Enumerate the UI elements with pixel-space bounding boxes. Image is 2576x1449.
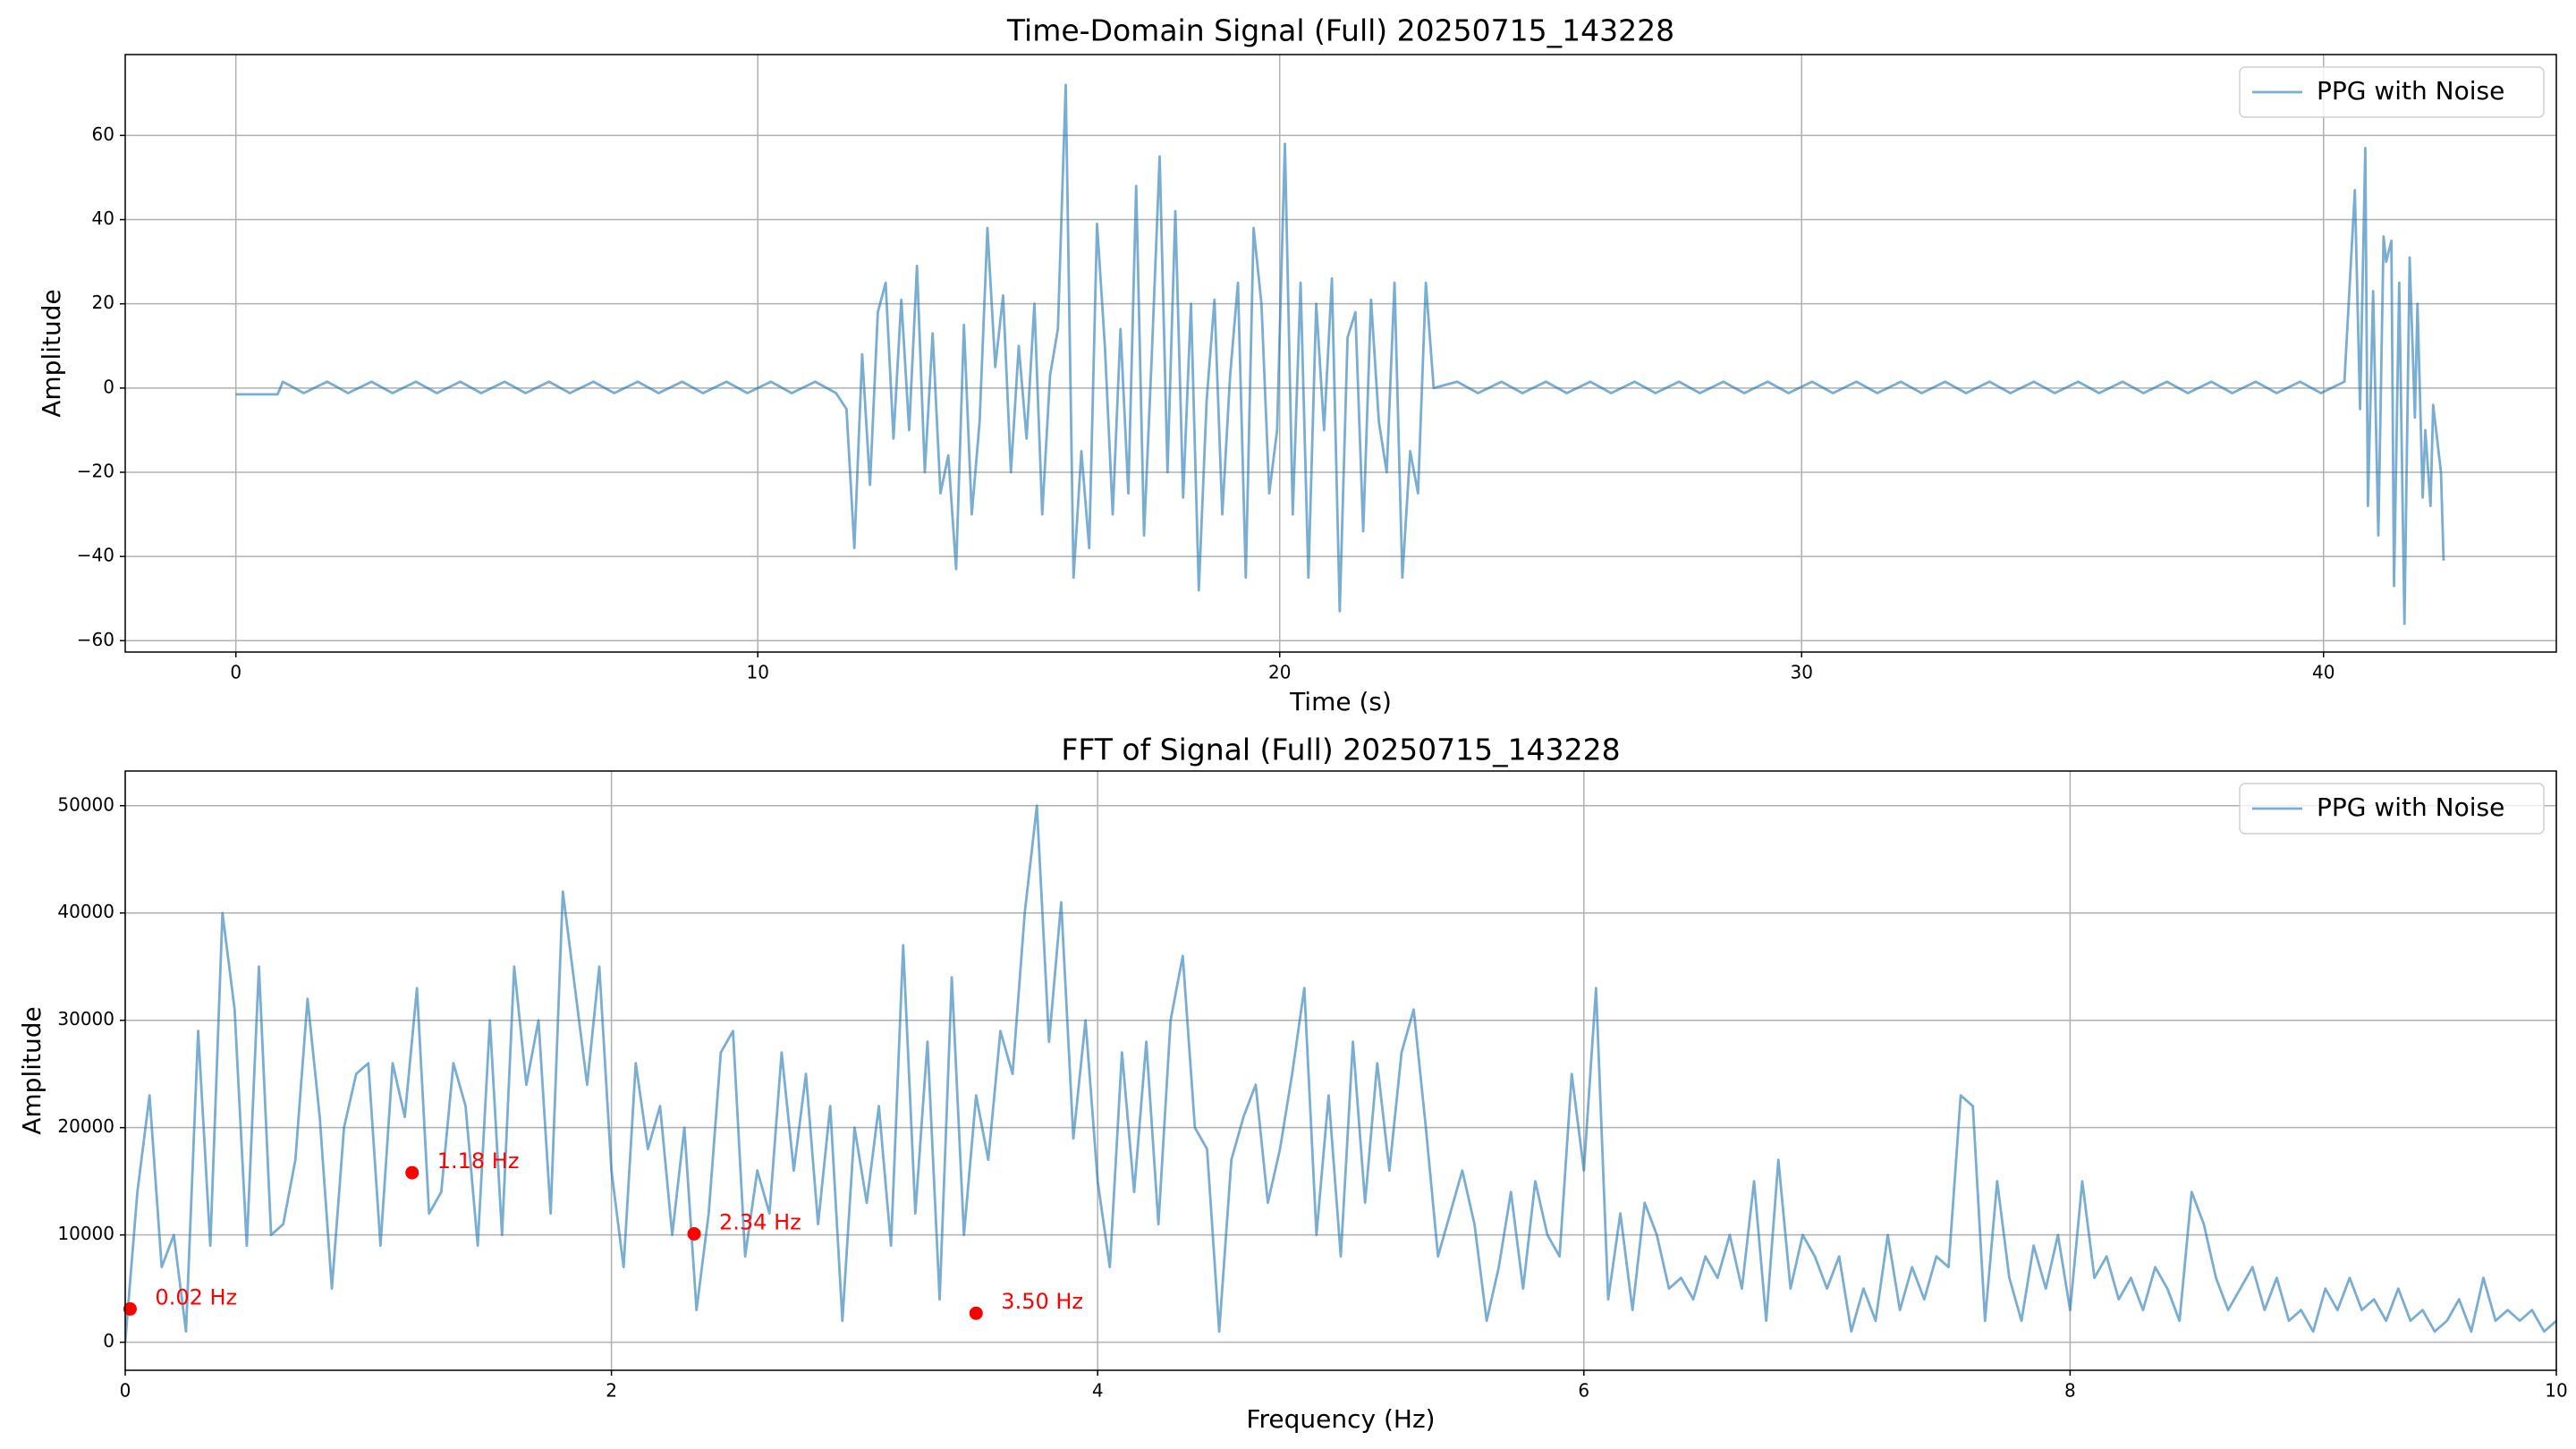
x-tick-label: 2 — [606, 1380, 617, 1402]
axes-frame — [124, 54, 2557, 653]
y-tick-label: 40000 — [57, 901, 114, 922]
peak-label: 0.02 Hz — [155, 1284, 237, 1309]
peak-marker — [969, 1306, 983, 1320]
peak-label: 3.50 Hz — [1001, 1289, 1083, 1314]
subplot: Time-Domain Signal (Full) 20250715_14322… — [37, 13, 2557, 716]
y-tick-label: 20000 — [57, 1115, 114, 1137]
legend-label: PPG with Noise — [2317, 792, 2504, 822]
y-tick-label: 20 — [92, 292, 114, 313]
y-axis-label: Amplitude — [37, 289, 66, 418]
y-tick-label: 40 — [92, 208, 114, 229]
y-tick-label: 0 — [103, 376, 114, 397]
x-tick-label: 10 — [746, 662, 768, 683]
peak-marker — [123, 1301, 137, 1316]
subplot: FFT of Signal (Full) 20250715_143228 Freq… — [17, 733, 2568, 1435]
y-axis-label: Amplitude — [17, 1006, 47, 1135]
peak-marker — [405, 1165, 419, 1180]
peak-marker — [687, 1226, 701, 1241]
peak-label: 1.18 Hz — [437, 1148, 520, 1174]
legend: PPG with Noise — [2239, 66, 2545, 118]
axes-frame — [124, 770, 2557, 1371]
x-tick-label: 0 — [120, 1380, 131, 1402]
chart-title: FFT of Signal (Full) 20250715_143228 — [1061, 733, 1620, 767]
x-tick-label: 40 — [2312, 662, 2334, 683]
chart-title: Time-Domain Signal (Full) 20250715_14322… — [1006, 13, 1674, 48]
x-tick-label: 0 — [230, 662, 242, 683]
x-tick-label: 4 — [1092, 1380, 1104, 1402]
y-tick-label: −60 — [77, 629, 114, 650]
y-tick-label: 50000 — [57, 793, 114, 815]
y-tick-label: 60 — [92, 123, 114, 145]
y-tick-label: 10000 — [57, 1223, 114, 1244]
x-tick-label: 30 — [1791, 662, 1813, 683]
x-tick-label: 10 — [2545, 1380, 2567, 1402]
legend-box — [2239, 783, 2545, 835]
x-axis-label: Frequency (Hz) — [1246, 1404, 1435, 1434]
peak-label: 2.34 Hz — [719, 1209, 801, 1234]
x-tick-label: 6 — [1578, 1380, 1589, 1402]
legend: PPG with Noise — [2239, 783, 2545, 835]
y-tick-label: 0 — [103, 1330, 114, 1352]
series-line — [235, 83, 2445, 625]
x-tick-label: 8 — [2064, 1380, 2076, 1402]
y-tick-label: −40 — [77, 545, 114, 566]
y-tick-label: −20 — [77, 460, 114, 481]
legend-label: PPG with Noise — [2317, 76, 2504, 106]
legend-box — [2239, 66, 2545, 118]
x-tick-label: 20 — [1268, 662, 1291, 683]
y-tick-label: 30000 — [57, 1008, 114, 1030]
series-line — [125, 804, 2556, 1343]
x-axis-label: Time (s) — [1289, 687, 1392, 716]
